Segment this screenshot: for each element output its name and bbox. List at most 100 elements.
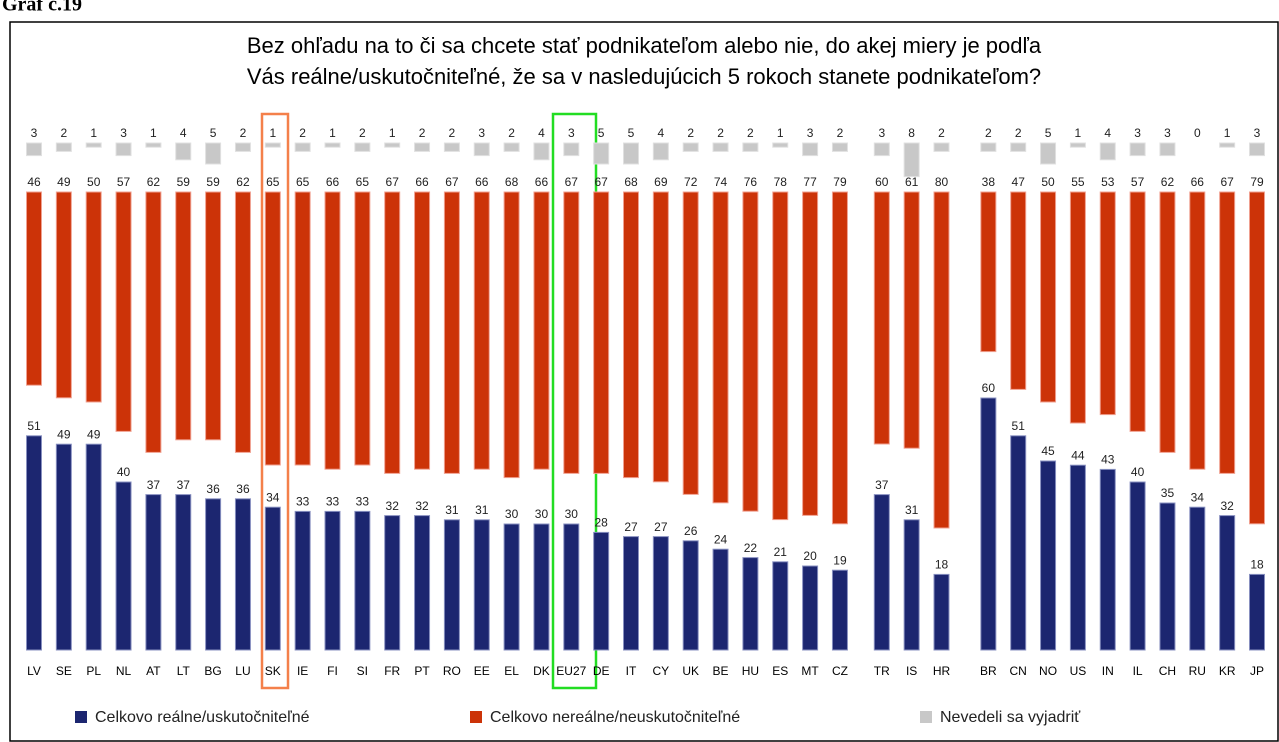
legend-label: Nevedeli sa vyjadriť	[940, 709, 1081, 726]
data-label: 2	[359, 126, 366, 140]
bar	[652, 191, 669, 483]
x-tick-label: UK	[682, 664, 699, 678]
chart-title: Bez ohľadu na to či sa chcete stať podni…	[247, 33, 1042, 58]
data-label: 2	[240, 126, 247, 140]
data-label: 36	[236, 482, 250, 496]
bar	[1099, 191, 1116, 416]
data-label: 65	[266, 175, 280, 189]
data-label: 1	[1075, 126, 1082, 140]
data-label: 38	[982, 175, 996, 189]
data-label: 32	[415, 499, 429, 513]
heading: Graf č.19	[2, 0, 82, 16]
data-label: 2	[938, 126, 945, 140]
x-tick-label: US	[1070, 664, 1087, 678]
legend-label: Celkovo reálne/uskutočniteľné	[95, 709, 310, 726]
bar	[1069, 142, 1086, 148]
data-label: 22	[744, 541, 758, 555]
bar	[802, 191, 819, 516]
data-label: 49	[57, 175, 71, 189]
bar	[533, 523, 550, 651]
data-label: 33	[296, 495, 310, 509]
x-tick-label: CH	[1159, 664, 1176, 678]
data-label: 37	[177, 478, 191, 492]
bar	[294, 191, 311, 466]
bar	[234, 142, 251, 152]
x-tick-label: EL	[504, 664, 519, 678]
bar	[26, 435, 42, 651]
data-label: 2	[837, 126, 844, 140]
bar	[933, 573, 950, 651]
x-tick-label: BE	[713, 664, 729, 678]
x-tick-label: SK	[265, 664, 281, 678]
bar	[145, 142, 162, 148]
bar	[1099, 142, 1116, 161]
bar	[682, 540, 699, 651]
bar	[175, 142, 192, 161]
data-label: 66	[475, 175, 489, 189]
data-label: 53	[1101, 175, 1115, 189]
bar	[443, 142, 460, 152]
data-label: 67	[594, 175, 608, 189]
data-label: 66	[326, 175, 340, 189]
bar	[26, 191, 42, 386]
bar	[1129, 481, 1146, 651]
data-label: 37	[147, 478, 161, 492]
bar	[205, 498, 222, 651]
data-label: 43	[1101, 453, 1115, 467]
data-label: 21	[774, 545, 788, 559]
bar	[623, 536, 639, 651]
bar	[384, 191, 401, 474]
bar	[742, 191, 759, 512]
x-tick-label: PL	[86, 664, 101, 678]
data-label: 30	[505, 507, 519, 521]
data-label: 2	[449, 126, 456, 140]
data-label: 20	[803, 549, 817, 563]
bar	[264, 142, 281, 148]
data-label: 40	[117, 465, 131, 479]
data-label: 5	[628, 126, 635, 140]
data-label: 72	[684, 175, 698, 189]
data-label: 2	[508, 126, 515, 140]
x-tick-label: FR	[384, 664, 400, 678]
data-label: 62	[236, 175, 250, 189]
legend-swatch	[470, 711, 482, 723]
data-label: 2	[985, 126, 992, 140]
x-tick-label: RO	[443, 664, 461, 678]
data-label: 4	[1104, 126, 1111, 140]
x-tick-label: BR	[980, 664, 997, 678]
bar	[772, 142, 789, 148]
data-label: 2	[747, 126, 754, 140]
x-tick-label: SE	[56, 664, 72, 678]
bar	[414, 191, 431, 470]
bar	[414, 515, 431, 651]
bar	[1099, 468, 1116, 651]
bar	[563, 142, 580, 157]
data-label: 65	[296, 175, 310, 189]
data-label: 0	[1194, 126, 1201, 140]
bar	[712, 142, 729, 152]
data-label: 35	[1161, 486, 1175, 500]
bar	[55, 142, 72, 152]
x-tick-label: IL	[1133, 664, 1143, 678]
bar	[712, 548, 729, 651]
bar	[802, 142, 819, 157]
data-label: 27	[654, 520, 668, 534]
bar	[1010, 191, 1027, 390]
data-label: 78	[774, 175, 788, 189]
bar	[85, 443, 102, 651]
bar	[264, 191, 281, 466]
x-tick-label: LT	[177, 664, 191, 678]
bar	[903, 142, 920, 178]
data-label: 28	[594, 516, 608, 530]
bar	[533, 142, 550, 161]
x-tick-label: ES	[772, 664, 788, 678]
bar	[1069, 464, 1086, 651]
bar	[205, 191, 222, 441]
bar	[175, 494, 192, 651]
data-label: 3	[1134, 126, 1141, 140]
bar	[145, 191, 162, 453]
data-label: 3	[878, 126, 885, 140]
data-label: 5	[210, 126, 217, 140]
bar	[443, 191, 460, 474]
